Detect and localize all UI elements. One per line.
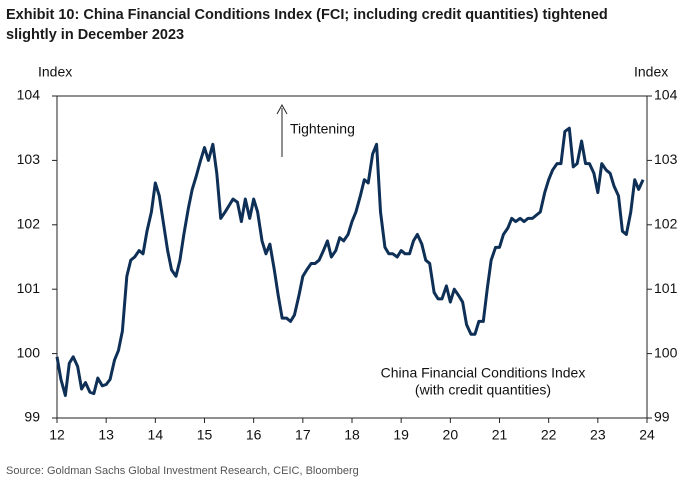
- data-line: [55, 126, 645, 397]
- arrow-head: [276, 103, 288, 115]
- chart-title: Exhibit 10: China Financial Conditions I…: [6, 7, 608, 43]
- y2-tick-label: 102: [654, 216, 678, 232]
- y-tick-label: 101: [17, 280, 41, 296]
- y2-tick-label: 104: [654, 87, 678, 103]
- x-tick-label: 12: [49, 427, 65, 443]
- x-tick-label: 24: [639, 427, 655, 443]
- x-tick-label: 23: [590, 427, 606, 443]
- x-tick-label: 20: [443, 427, 459, 443]
- annotation: China Financial Conditions Index: [381, 365, 586, 381]
- x-tick-label: 22: [541, 427, 557, 443]
- annotation: Tightening: [290, 121, 355, 137]
- x-tick-label: 17: [295, 427, 311, 443]
- x-tick-label: 13: [98, 427, 114, 443]
- x-tick-label: 21: [492, 427, 508, 443]
- y-tick-label: 104: [17, 87, 41, 103]
- y-tick-label: 99: [24, 409, 40, 425]
- y-axis-label: Index: [38, 64, 72, 80]
- annotation: (with credit quantities): [415, 382, 551, 398]
- x-tick-label: 19: [393, 427, 409, 443]
- y2-tick-label: 99: [654, 409, 670, 425]
- x-tick-label: 14: [148, 427, 164, 443]
- y-tick-label: 100: [17, 344, 41, 360]
- y2-tick-label: 103: [654, 151, 678, 167]
- x-tick-label: 16: [246, 427, 262, 443]
- x-tick-label: 15: [197, 427, 213, 443]
- x-tick-label: 18: [344, 427, 360, 443]
- y2-tick-label: 101: [654, 280, 678, 296]
- y-tick-label: 103: [17, 151, 41, 167]
- y2-tick-label: 100: [654, 344, 678, 360]
- source: Source: Goldman Sachs Global Investment …: [6, 465, 359, 477]
- y-tick-label: 102: [17, 216, 41, 232]
- y2-axis-label: Index: [634, 64, 668, 80]
